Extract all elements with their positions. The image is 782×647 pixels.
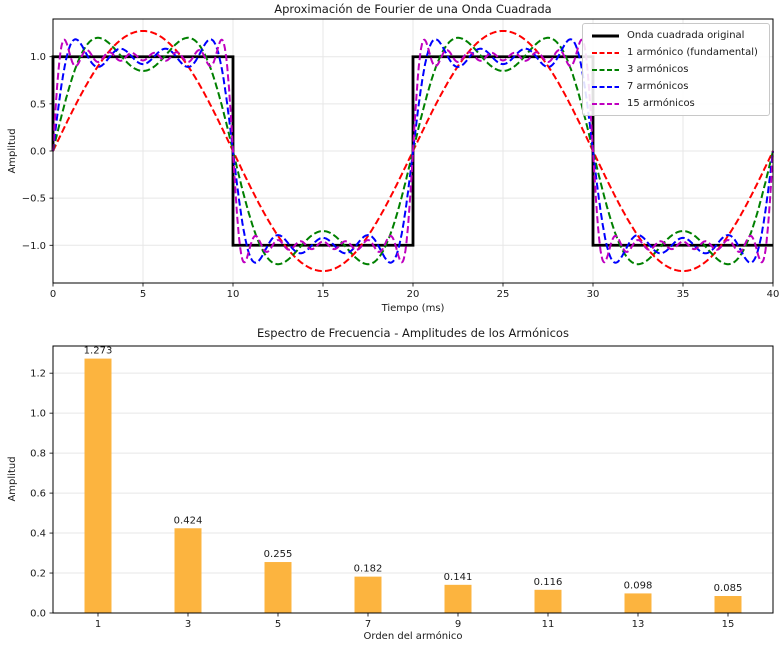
legend-label: Onda cuadrada original [627,30,745,41]
x-tick-label: 10 [227,289,240,300]
bar-value-label: 0.116 [534,577,563,588]
x-tick-label: 5 [275,619,281,630]
x-tick-label: 0 [50,289,56,300]
bar-value-label: 0.182 [354,564,383,575]
y-tick-label: 1.0 [30,409,46,420]
x-tick-label: 9 [455,619,461,630]
x-tick-label: 30 [587,289,600,300]
bar-value-label: 0.424 [174,515,203,526]
bar-value-label: 0.255 [264,549,293,560]
y-tick-label: 1.2 [30,369,46,380]
legend-item-2: 3 armónicos [592,62,769,78]
legend-item-0: Onda cuadrada original [592,28,769,44]
spectrum-chart-title: Espectro de Frecuencia - Amplitudes de l… [257,326,569,340]
bar-harmonic-13 [624,593,652,613]
bar-harmonic-3 [174,528,202,613]
bar-value-label: 0.085 [714,583,743,594]
x-tick-label: 3 [185,619,191,630]
fourier-chart-title: Aproximación de Fourier de una Onda Cuad… [274,2,552,16]
legend: Onda cuadrada original 1 armónico (fundam… [582,23,770,116]
x-tick-label: 25 [497,289,510,300]
legend-line-sample [592,51,619,54]
y-tick-label: 0.4 [30,529,46,540]
bar-harmonic-11 [534,589,562,613]
y-tick-label: 0.0 [30,147,46,158]
legend-item-3: 7 armónicos [592,79,769,95]
x-tick-label: 40 [767,289,780,300]
bar-harmonic-7 [354,576,382,613]
y-tick-label: −1.0 [22,241,46,252]
legend-label: 1 armónico (fundamental) [627,47,758,58]
bar-harmonic-5 [264,562,292,613]
x-tick-label: 1 [95,619,101,630]
legend-line-sample [592,34,619,37]
bar-harmonic-9 [444,584,472,613]
x-tick-label: 35 [677,289,690,300]
y-tick-label: −0.5 [22,194,46,205]
y-tick-label: 0.5 [30,99,46,110]
y-tick-label: 0.2 [30,569,46,580]
bar-value-label: 1.273 [84,346,113,357]
spectrum-xlabel: Orden del armónico [363,631,463,642]
legend-label: 15 armónicos [627,98,695,109]
x-tick-label: 7 [365,619,371,630]
bar-harmonic-15 [714,596,742,613]
square-wave-line [51,55,773,247]
legend-line-sample [592,102,619,105]
legend-line-sample [592,85,619,88]
bar-value-label: 0.098 [624,580,653,591]
legend-label: 3 armónicos [627,64,689,75]
y-tick-label: 0.0 [30,609,46,620]
x-tick-label: 15 [722,619,735,630]
x-tick-label: 15 [317,289,330,300]
legend-label: 7 armónicos [627,81,689,92]
bar-harmonic-1 [84,358,112,613]
x-tick-label: 20 [407,289,420,300]
x-tick-label: 11 [542,619,555,630]
x-tick-label: 5 [140,289,146,300]
legend-item-4: 15 armónicos [592,96,769,112]
bar-value-label: 0.141 [444,572,473,583]
legend-line-sample [592,68,619,71]
y-tick-label: 1.0 [30,52,46,63]
fourier-ylabel: Amplitud [7,128,18,174]
axes-spines [52,345,774,614]
y-tick-label: 0.6 [30,489,46,500]
spectrum-ylabel: Amplitud [7,456,18,502]
legend-item-1: 1 armónico (fundamental) [592,45,769,61]
x-tick-label: 13 [632,619,645,630]
y-tick-label: 0.8 [30,449,46,460]
fourier-xlabel: Tiempo (ms) [381,303,445,314]
fourier-series-line-3 [52,38,774,264]
